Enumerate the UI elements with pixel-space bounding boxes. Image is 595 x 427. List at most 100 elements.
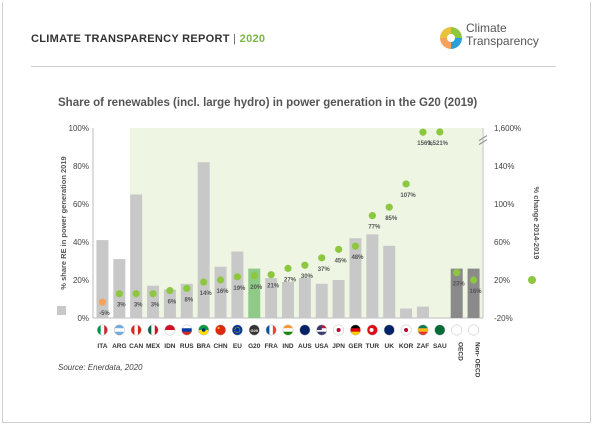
flag-stripe: [299, 324, 311, 336]
flag-stripe: [154, 324, 159, 336]
chart-title: Share of renewables (incl. large hydro) …: [58, 97, 478, 109]
flag-border: [181, 324, 193, 336]
dot-label-kor: 107%: [400, 193, 416, 199]
dot-label-mex: 3%: [151, 303, 160, 309]
g20-flag: G20: [248, 324, 260, 336]
bar-arg: [113, 259, 126, 318]
flag-stripe: [104, 324, 108, 336]
flag-stripe: [114, 328, 125, 332]
category-label-kor: KOR: [399, 343, 414, 350]
flag-border: [164, 324, 176, 336]
flag-stripe: [249, 324, 260, 336]
flag-border: [96, 324, 108, 336]
left-tick-label: 60%: [73, 200, 89, 209]
dot-label-idn: 6%: [168, 300, 177, 306]
uk-flag: [383, 324, 395, 336]
india-flag: [282, 324, 294, 336]
flag-stripe: [350, 328, 361, 332]
flag-border: [350, 324, 361, 336]
dot-aus: [301, 261, 309, 269]
report-title-separator: |: [233, 33, 237, 45]
flag-stripe: [114, 324, 125, 329]
flag-border: [383, 324, 395, 336]
flag-emblem: G20: [250, 328, 258, 333]
dot-label-oecd: 23%: [453, 282, 466, 288]
flag-stripe: [282, 328, 294, 332]
category-label-zaf: ZAF: [417, 343, 430, 350]
bar-uk: [383, 245, 396, 318]
dot-label-eu: 19%: [233, 286, 246, 292]
category-label-sau: SAU: [433, 343, 447, 350]
dot-label-non-oecd: 16%: [470, 289, 483, 295]
usa-flag: [316, 324, 328, 336]
axis-break-mark: [478, 135, 488, 141]
flag-emblem: [201, 328, 206, 332]
logo-line2: Transparency: [466, 34, 539, 48]
flag-border: [333, 324, 345, 336]
category-label-uk: UK: [385, 343, 395, 350]
legend-dot-swatch: [528, 276, 536, 284]
header-divider: [31, 66, 556, 67]
bar-bra: [197, 162, 210, 318]
category-label-mex: MEX: [146, 343, 161, 350]
canada-flag: [130, 324, 142, 336]
flag-border: [282, 324, 294, 336]
category-label-chn: CHN: [213, 343, 227, 350]
flag-border: [316, 324, 328, 336]
page-frame: [2, 2, 591, 423]
left-tick-label: 100%: [69, 124, 89, 133]
flag-stripe: [316, 328, 327, 332]
category-label-usa: USA: [315, 343, 329, 350]
brazil-flag: [198, 324, 210, 336]
turkey-flag: [366, 324, 378, 336]
flag-stripe: [151, 324, 155, 336]
bar-rus: [180, 283, 193, 318]
category-label-aus: AUS: [298, 343, 312, 350]
right-axis-title: % change 2014-2019: [532, 187, 541, 260]
dot-g20: [250, 272, 258, 280]
flag-stripe: [417, 324, 429, 329]
flag-stripe: [269, 324, 274, 336]
bar-oecd: [450, 268, 463, 318]
dot-kor: [402, 180, 410, 188]
oecd-flag: [451, 324, 463, 336]
dot-ind: [284, 264, 292, 272]
dot-label-can: 3%: [134, 303, 143, 309]
flag-border: [198, 324, 210, 336]
axis-break-mark: [478, 139, 488, 145]
bar-tur: [366, 234, 379, 318]
dot-mex: [149, 290, 157, 298]
dot-label-g20: 20%: [250, 285, 263, 291]
dot-label-aus: 30%: [301, 274, 314, 280]
dot-label-jpn: 45%: [335, 258, 348, 264]
category-label-g20: G20: [248, 343, 261, 350]
flag-emblem: [316, 324, 322, 330]
italy-flag: [96, 324, 108, 336]
flag-stripe: [130, 324, 135, 336]
flag-stripe: [451, 324, 462, 336]
right-tick-label: 100%: [494, 200, 514, 209]
flag-emblem: [369, 328, 374, 332]
dot-tur: [368, 212, 376, 220]
dot-label-ind: 27%: [284, 277, 297, 283]
flag-emblem: [404, 328, 409, 332]
dot-label-fra: 21%: [267, 284, 280, 290]
dot-rus: [183, 284, 191, 293]
flag-border: [299, 324, 311, 336]
flag-stripe: [265, 324, 270, 336]
flag-stripe: [232, 324, 243, 336]
dot-bra: [200, 278, 208, 286]
right-tick-label: 1,600%: [494, 124, 521, 133]
category-label-non-oecd: Non- OECD: [474, 342, 481, 378]
flag-border: [113, 324, 125, 336]
bar-aus: [298, 278, 311, 318]
flag-stripe: [468, 324, 479, 336]
dot-label-sau: 1,521%: [428, 141, 449, 147]
dot-label-ita: -5%: [99, 311, 110, 317]
flag-stripe: [316, 331, 327, 336]
argentina-flag: [113, 324, 125, 336]
flag-emblem: [234, 326, 241, 333]
flag-emblem: [336, 328, 341, 332]
indonesia-flag: [164, 324, 176, 336]
